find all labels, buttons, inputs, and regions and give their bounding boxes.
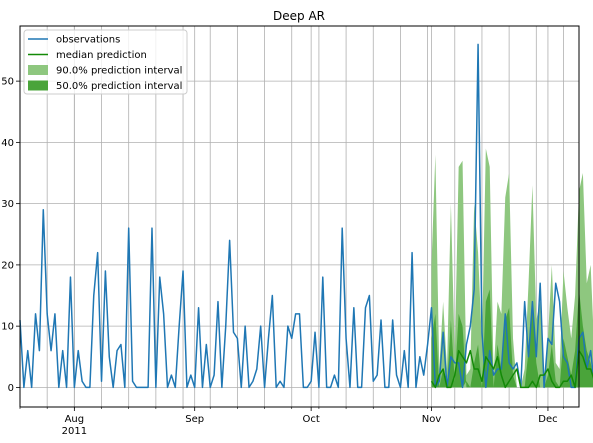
observations-line <box>19 43 593 389</box>
legend-label: observations <box>56 35 120 46</box>
legend: observations median prediction 90.0% predi… <box>23 29 188 95</box>
legend-swatch-patch <box>28 80 48 91</box>
y-tick-label: 50 <box>1 77 14 88</box>
y-axis: 0 10 20 30 40 50 <box>1 77 20 394</box>
legend-label: median prediction <box>56 50 147 61</box>
x-tick-label: Nov <box>422 414 442 425</box>
y-tick-label: 20 <box>1 260 14 271</box>
legend-box <box>23 29 188 95</box>
x-tick-label: Dec <box>538 414 557 425</box>
x-tick-label: Aug <box>65 414 85 425</box>
legend-label: 90.0% prediction interval <box>56 66 182 77</box>
x-tick-sublabel: 2011 <box>62 426 87 437</box>
x-tick-label: Oct <box>302 414 319 425</box>
median-prediction-line <box>430 349 593 389</box>
y-tick-label: 30 <box>1 199 14 210</box>
y-tick-label: 10 <box>1 322 14 333</box>
legend-swatch-patch <box>28 65 48 75</box>
x-tick-label: Sep <box>185 414 204 425</box>
interval-50-band <box>431 289 593 388</box>
chart-title: Deep AR <box>273 9 325 23</box>
legend-label: 50.0% prediction interval <box>56 81 182 92</box>
plot-frame <box>19 25 580 408</box>
y-tick-label: 0 <box>8 383 14 394</box>
series-lines <box>19 43 593 389</box>
y-tick-label: 40 <box>1 138 14 149</box>
